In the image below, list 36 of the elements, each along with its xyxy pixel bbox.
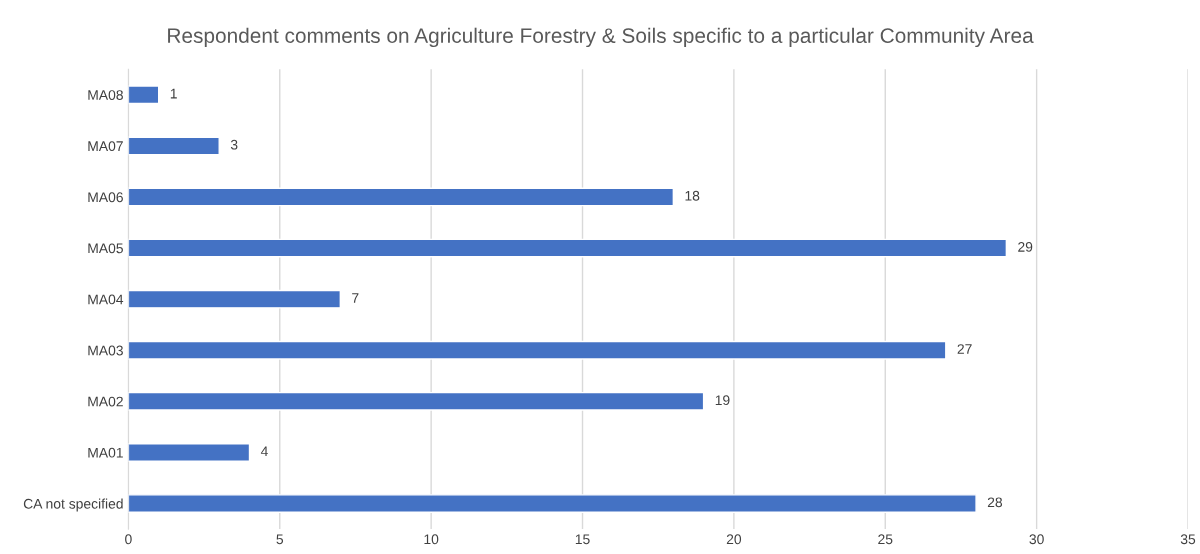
- data-label: 27: [957, 344, 972, 354]
- bar: [128, 136, 220, 156]
- x-tick-label: 15: [575, 534, 590, 545]
- y-tick-label: MA04: [88, 294, 124, 305]
- x-tick-label: 10: [424, 534, 439, 545]
- x-tick-label: 35: [1180, 534, 1196, 545]
- x-tick-label: 0: [125, 534, 132, 545]
- y-tick-label: MA06: [88, 192, 123, 203]
- y-tick-label: MA07: [88, 141, 123, 152]
- bar: [128, 340, 947, 360]
- data-label: 29: [1018, 241, 1033, 252]
- x-tick-label: 5: [276, 534, 284, 545]
- y-tick-label: MA02: [88, 396, 123, 407]
- y-tick-label: CA not specified: [23, 498, 123, 512]
- bar: [128, 187, 675, 207]
- x-tick-label: 30: [1029, 534, 1044, 545]
- data-label: 28: [987, 497, 1003, 508]
- x-tick-label: 20: [726, 534, 742, 545]
- data-label: 19: [715, 395, 730, 406]
- y-tick-label: MA03: [88, 345, 123, 356]
- bar: [128, 494, 977, 513]
- bar: [128, 289, 342, 309]
- chart-title: Respondent comments on Agriculture Forestry & Soils specific to a particular Community Area: [168, 27, 1034, 48]
- x-tick-label: 25: [878, 534, 893, 545]
- y-tick-label: MA05: [88, 243, 123, 254]
- data-label: 7: [352, 293, 359, 303]
- bar: [128, 238, 1008, 258]
- bar: [128, 85, 160, 105]
- y-tick-label: MA01: [88, 447, 123, 458]
- data-label: 4: [260, 446, 268, 457]
- bar: [128, 391, 705, 411]
- data-label: 18: [685, 190, 700, 201]
- bar: [128, 443, 251, 462]
- y-tick-label: MA08: [88, 90, 123, 100]
- data-label: 1: [170, 88, 177, 99]
- data-label: 3: [230, 139, 238, 150]
